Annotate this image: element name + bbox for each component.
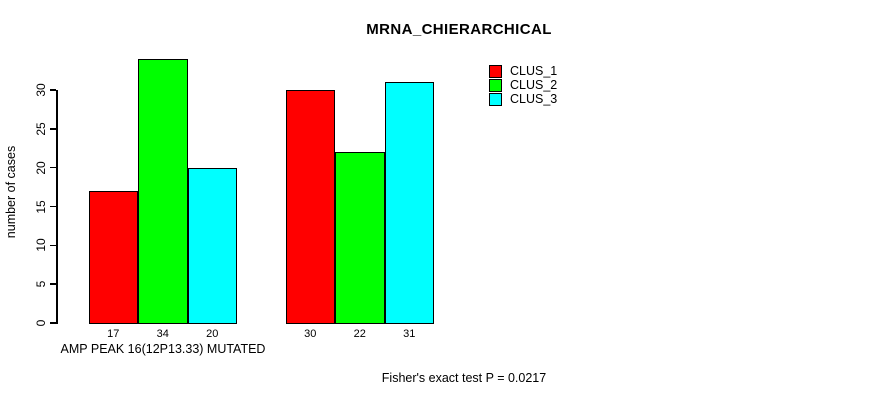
bar-value-label: 20 [206, 328, 219, 340]
legend-swatch [489, 64, 502, 78]
y-axis-tick [50, 283, 56, 285]
chart-title: MRNA_CHIERARCHICAL [366, 21, 552, 38]
y-axis-line [56, 90, 58, 324]
fisher-test-annotation: Fisher's exact test P = 0.0217 [381, 371, 547, 385]
bar-value-label: 34 [156, 328, 169, 340]
legend: CLUS_1 CLUS_2 CLUS_3 [489, 64, 557, 106]
legend-label: CLUS_1 [510, 64, 558, 78]
bar-value-label: 31 [403, 328, 416, 340]
y-axis-tick-label: 5 [34, 280, 48, 288]
bar-value-label: 30 [304, 328, 317, 340]
legend-label: CLUS_3 [510, 92, 558, 106]
y-axis-tick [50, 128, 56, 130]
bar [285, 90, 335, 324]
x-axis-label: AMP PEAK 16(12P13.33) MUTATED [60, 342, 266, 356]
y-axis-label: number of cases [4, 145, 18, 239]
bar [384, 82, 434, 324]
legend-swatch [489, 78, 502, 92]
y-axis-tick-label: 25 [34, 122, 48, 136]
bar-value-label: 22 [353, 328, 366, 340]
legend-swatch [489, 92, 502, 106]
legend-item: CLUS_1 [489, 64, 557, 78]
y-axis-tick [50, 322, 56, 324]
y-axis-tick [50, 244, 56, 247]
legend-item: CLUS_2 [489, 78, 557, 92]
legend-item: CLUS_3 [489, 92, 557, 106]
y-axis-tick-label: 15 [34, 199, 48, 214]
y-axis-tick [50, 205, 56, 208]
y-axis-tick-label: 10 [34, 238, 48, 253]
y-axis-tick-label: 20 [34, 160, 48, 175]
y-axis-tick [50, 89, 56, 91]
legend-label: CLUS_2 [510, 78, 558, 92]
bar-value-label: 17 [107, 328, 120, 340]
bar [187, 167, 237, 324]
bar [88, 190, 138, 324]
y-axis-tick-label: 30 [34, 83, 48, 97]
y-axis-tick-label: 0 [34, 319, 48, 327]
y-axis-tick [50, 166, 56, 169]
bar [335, 152, 385, 324]
bar [138, 58, 188, 324]
